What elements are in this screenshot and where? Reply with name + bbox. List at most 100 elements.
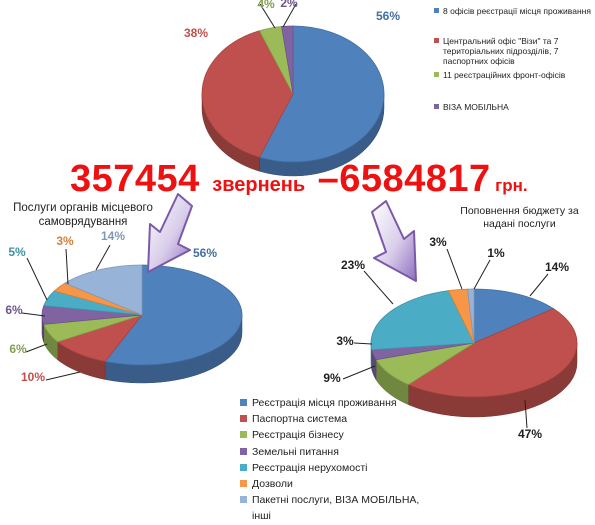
leader-line [95, 244, 111, 271]
leader-line [259, 3, 276, 29]
legend-label: Реєстрація місця проживання [252, 397, 397, 409]
data-label: 3% [336, 334, 354, 348]
data-labels: 56% 10% 6% 6% 5% 3% 14% [5, 229, 217, 384]
left-chart-title: Послуги органів місцевого самоврядування [13, 202, 153, 228]
leader-line [529, 273, 549, 297]
pie-slice [467, 288, 475, 344]
bottom-legend-item: Реєстрація нерухомості [240, 460, 420, 476]
data-label: 3% [56, 234, 74, 248]
top-legend-item: ВІЗА МОБІЛЬНА [434, 102, 594, 112]
data-label: 6% [5, 303, 23, 317]
bottom-legend-item: Паспортна система [240, 411, 420, 427]
data-labels: 56% 38% 4% 2% [184, 0, 400, 40]
legend-swatch [434, 104, 439, 109]
arrows [147, 193, 417, 282]
data-label: 4% [257, 0, 275, 11]
bottom-legend-item: Дозволи [240, 476, 420, 492]
right-pie-chart: 14% 47% 9% 3% 23% 3% 1% [323, 235, 578, 441]
legend-label: 8 офісів реєстрації місця проживання [443, 6, 591, 16]
legend-label: 11 реєстраційних фронт-офісів [443, 70, 566, 80]
left-pie-chart: 56% 10% 6% 6% 5% 3% 14% [5, 229, 243, 384]
bottom-legend-item: Пакетні послуги, ВІЗА МОБІЛЬНА, інші [240, 492, 420, 524]
leader-line [473, 259, 491, 290]
charts-canvas: 56% 38% 4% 2% 56% 10% 6% 6% 5% 3% 14% 14% 47% 9% 3% 2… [5, 0, 578, 441]
legend-label: Центральний офіс "Візи" та 7 територіаль… [443, 36, 559, 66]
legend-swatch [434, 8, 439, 13]
budget-amount: 6584817 [339, 158, 491, 200]
leader-line [21, 312, 46, 317]
leader-line [524, 399, 528, 429]
legend-swatch [240, 431, 247, 439]
arrow-left-down [147, 193, 193, 273]
data-label: 5% [8, 245, 26, 259]
bottom-legend: Реєстрація місця проживання Паспортна сис… [240, 395, 420, 525]
leader-line [342, 365, 376, 380]
legend-swatch [240, 447, 247, 455]
pie-slices [41, 264, 243, 366]
top-legend-item: 11 реєстраційних фронт-офісів [434, 70, 594, 80]
legend-label: Реєстрація нерухомості [252, 461, 368, 474]
bottom-legend-item: Земельні питання [240, 444, 420, 460]
data-labels: 14% 47% 9% 3% 23% 3% 1% [323, 235, 569, 441]
leader-line [65, 248, 69, 285]
leader-lines [21, 244, 111, 381]
requests-count: 357454 [70, 158, 200, 200]
leader-line [446, 248, 463, 290]
top-pie-chart: 56% 38% 4% 2% [184, 0, 400, 177]
legend-swatch [240, 399, 247, 406]
pie-slice [407, 308, 578, 398]
pie-slice [104, 264, 243, 366]
leader-line [282, 3, 297, 28]
data-label: 14% [101, 229, 125, 243]
legend-swatch [240, 496, 247, 504]
data-label: 2% [280, 0, 298, 10]
data-label: 14% [545, 260, 569, 274]
leader-line [363, 270, 394, 305]
headline-dash: – [317, 158, 340, 200]
top-legend-item: 8 офісів реєстрації місця проживання [434, 6, 594, 16]
data-label: 1% [487, 246, 505, 260]
legend-swatch [240, 415, 247, 423]
legend-label: Реєстрація бізнесу [252, 429, 344, 442]
bottom-legend-item: Реєстрація бізнесу [240, 427, 420, 443]
leader-lines [259, 3, 297, 29]
legend-label: ВІЗА МОБІЛЬНА [443, 102, 509, 112]
arrow-right-down [371, 200, 417, 282]
data-label: 3% [429, 235, 447, 249]
right-chart-title: Поповнення бюджету за надані послуги [460, 205, 579, 230]
leader-line [353, 342, 373, 345]
pie-slice [281, 25, 294, 95]
legend-swatch [434, 38, 439, 43]
data-label: 47% [518, 427, 542, 441]
leader-line [45, 371, 81, 381]
data-label: 10% [21, 370, 45, 384]
data-label: 38% [184, 26, 208, 40]
legend-swatch [240, 463, 247, 471]
pie-slice [473, 288, 555, 344]
data-label: 56% [376, 9, 400, 23]
requests-count-label: звернень [212, 174, 306, 196]
legend-label: Земельні питання [252, 445, 339, 458]
leader-lines [342, 248, 549, 429]
legend-swatch [434, 72, 439, 77]
data-label: 6% [9, 342, 27, 356]
currency-label: грн. [495, 176, 528, 195]
top-legend-item: Центральний офіс "Візи" та 7 територіаль… [434, 36, 594, 66]
legend-label: Дозволи [252, 478, 293, 491]
legend-swatch [240, 480, 247, 488]
pie-slices [370, 288, 578, 398]
data-label: 56% [193, 246, 217, 260]
legend-label: Паспортна система [252, 413, 348, 426]
pie-slice [258, 25, 385, 163]
pie-slices [201, 25, 385, 163]
headline: 357454 звернень –6584817 грн. [70, 158, 590, 206]
leader-line [26, 257, 48, 301]
legend-label: Пакетні послуги, ВІЗА МОБІЛЬНА, інші [252, 494, 420, 523]
top-chart-legend: 8 офісів реєстрації місця проживання Цен… [434, 6, 594, 112]
pie-slice [201, 30, 294, 158]
bottom-legend-item: Реєстрація місця проживання [240, 395, 420, 411]
data-label: 9% [323, 371, 341, 385]
data-label: 23% [341, 258, 365, 272]
leader-line [25, 343, 48, 353]
pie-slice [370, 290, 475, 351]
